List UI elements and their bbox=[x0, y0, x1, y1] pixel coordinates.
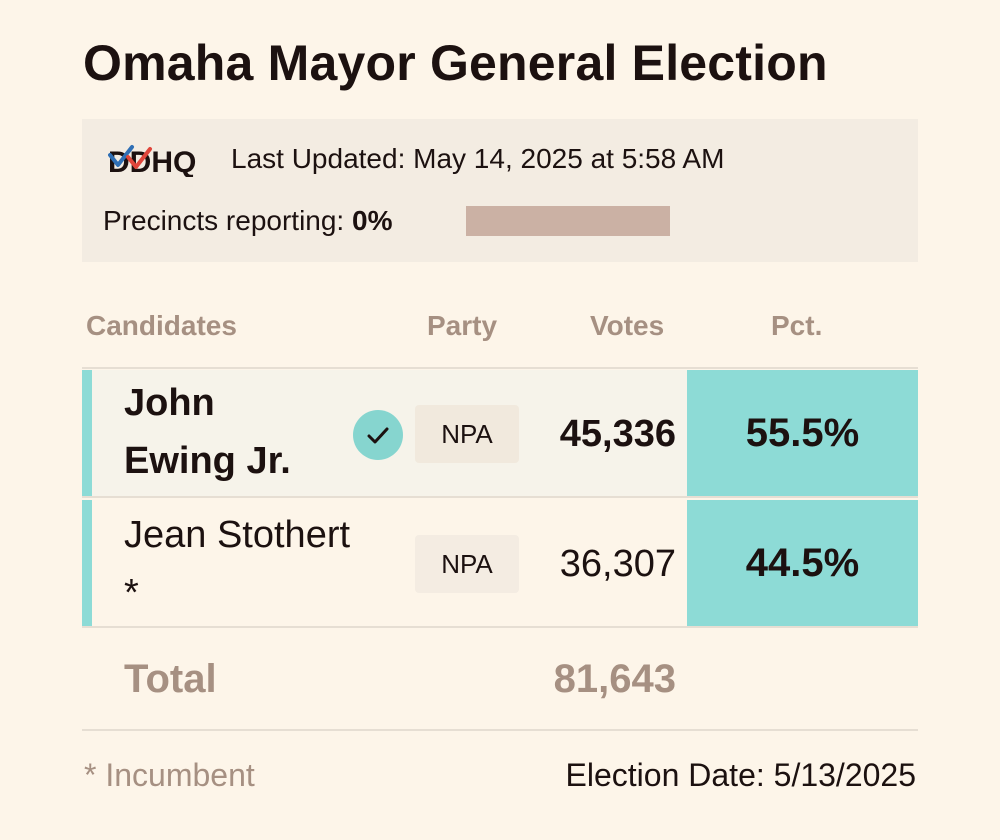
total-votes: 81,643 bbox=[553, 657, 676, 701]
candidate-name-line2: Ewing Jr. bbox=[124, 440, 291, 482]
column-header-candidates: Candidates bbox=[86, 310, 237, 341]
row-accent-bar bbox=[82, 370, 92, 496]
divider bbox=[82, 729, 918, 731]
incumbent-footnote: * Incumbent bbox=[84, 757, 255, 793]
candidate-pct: 55.5% bbox=[687, 370, 918, 496]
candidate-row: John Ewing Jr. NPA 45,336 55.5% bbox=[82, 370, 918, 496]
candidate-name-line1: Jean Stothert bbox=[124, 514, 351, 556]
results-info-panel: DDHQ Last Updated: May 14, 2025 at 5:58 … bbox=[82, 119, 918, 262]
precincts-label: Precincts reporting: bbox=[103, 205, 345, 236]
candidate-name-line1: John bbox=[124, 382, 215, 424]
row-accent-bar bbox=[82, 500, 92, 626]
divider bbox=[82, 626, 918, 628]
precincts-reporting: Precincts reporting: 0% bbox=[103, 205, 392, 237]
candidate-row: Jean Stothert * NPA 36,307 44.5% bbox=[82, 500, 918, 626]
column-header-votes: Votes bbox=[590, 310, 665, 341]
party-badge: NPA bbox=[415, 405, 519, 463]
candidate-name: John Ewing Jr. bbox=[124, 374, 291, 490]
winner-checkmark-icon bbox=[353, 410, 403, 460]
page-title: Omaha Mayor General Election bbox=[83, 35, 828, 91]
candidate-name-line2: * bbox=[124, 572, 139, 614]
candidate-pct: 44.5% bbox=[687, 500, 918, 626]
column-header-party: Party bbox=[427, 310, 498, 341]
column-header-pct: Pct. bbox=[771, 310, 823, 341]
candidate-votes: 36,307 bbox=[559, 543, 676, 585]
candidate-votes: 45,336 bbox=[559, 413, 676, 455]
divider bbox=[82, 496, 918, 498]
last-updated: Last Updated: May 14, 2025 at 5:58 AM bbox=[231, 143, 725, 174]
ddhq-logo: DDHQ bbox=[108, 145, 196, 177]
total-label: Total bbox=[124, 657, 217, 701]
party-badge: NPA bbox=[415, 535, 519, 593]
divider bbox=[82, 367, 918, 369]
precincts-progress-bar bbox=[466, 206, 670, 236]
election-date: Election Date: 5/13/2025 bbox=[565, 757, 916, 793]
precincts-value: 0% bbox=[352, 205, 393, 236]
candidate-name: Jean Stothert * bbox=[124, 506, 350, 622]
